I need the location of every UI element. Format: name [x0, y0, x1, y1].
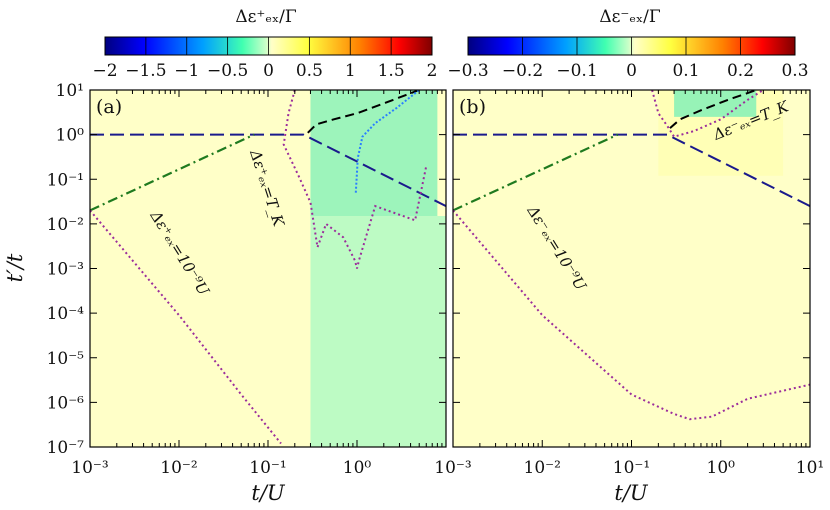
x-tick-label: 10⁻³	[434, 458, 471, 478]
y-tick-label: 10⁻¹	[47, 170, 84, 190]
colorbar-tick-label: −1.5	[125, 61, 166, 81]
panel-a: 10⁻³ 10⁻² 10⁻¹ 10⁰ 10¹ 10⁰ 10⁻¹ 10⁻² 10⁻³ 10⁻⁴ 10⁻…	[47, 81, 447, 478]
panel-b-heatmap	[658, 90, 784, 176]
colorbar-b-ticks: −0.3 −0.2 −0.1 0 0.1 0.2 0.3	[447, 37, 809, 81]
x-tick-label: 10⁻²	[524, 458, 561, 478]
colorbar-a-ticks: −2 −1.5 −1 −0.5 0 0.5 1 1.5 2	[92, 37, 437, 81]
x-tick-label: 10⁻¹	[249, 458, 286, 478]
x-tick-label: 10⁰	[343, 458, 372, 478]
heatmap-region-green-cap	[674, 90, 757, 117]
colorbar-tick-label: 0	[263, 61, 274, 81]
y-tick-label: 10⁻³	[47, 260, 84, 280]
colorbar-tick-label: −2	[92, 61, 117, 81]
panel-a-heatmap	[310, 90, 446, 447]
heatmap-region-green-wedge	[310, 90, 438, 217]
heatmap-region-green-sheet	[310, 216, 446, 447]
x-tick-label: 10⁻¹	[613, 458, 650, 478]
colorbar-tick-label: −1	[174, 61, 199, 81]
colorbar-tick-label: 0.5	[296, 61, 323, 81]
curve-magenta-dotted-3	[282, 90, 428, 269]
curve-blue-dotted-5	[354, 90, 420, 193]
colorbar-tick-label: 0.1	[672, 61, 699, 81]
y-tick-label: 10⁰	[56, 126, 85, 146]
x-tick-label: 10⁻³	[71, 458, 108, 478]
colorbar-a-title: Δε⁺ₑₓ/Γ	[235, 7, 297, 27]
panel-a-curves	[90, 90, 446, 445]
y-tick-label: 10⁻⁶	[47, 393, 85, 413]
curve-blue-dashed-0	[453, 133, 810, 207]
colorbar-tick-label: −0.2	[502, 61, 543, 81]
curve-blue-dashed-0	[90, 133, 446, 207]
colorbar-b: Δε⁻ₑₓ/Γ −0.3 −0.2 −0.1 0 0.1 0.2 0.3	[447, 7, 808, 81]
curve-black-dashed-4	[669, 90, 757, 129]
panel-b-xlabel: t/U	[614, 481, 649, 505]
y-tick-label: 10⁻⁴	[47, 304, 85, 324]
x-tick-label: 10⁰	[707, 458, 736, 478]
x-tick-label: 10¹	[796, 458, 824, 478]
panel-a-ticks: 10⁻³ 10⁻² 10⁻¹ 10⁰ 10¹ 10⁰ 10⁻¹ 10⁻² 10⁻³ 10⁻⁴ 10⁻…	[47, 81, 447, 478]
panel-b-curves	[453, 90, 810, 421]
panel-a-label: (a)	[96, 96, 122, 118]
y-tick-label: 10¹	[56, 81, 84, 101]
colorbar-tick-label: −0.5	[207, 61, 248, 81]
y-tick-label: 10⁻⁷	[47, 438, 85, 458]
colorbar-tick-label: −0.3	[447, 61, 488, 81]
panel-a-xlabel: t/U	[251, 481, 286, 505]
colorbar-a: Δε⁺ₑₓ/Γ −2 −1.5 −1 −0.5 0 0.5 1 1.5 2	[92, 7, 437, 81]
colorbar-tick-label: 1	[345, 61, 356, 81]
panel-b-label: (b)	[459, 96, 486, 118]
y-tick-label: 10⁻⁵	[47, 349, 85, 369]
panel-a-ylabel: t′/t	[3, 253, 27, 282]
panel-b-ticks: 10⁻³ 10⁻² 10⁻¹ 10⁰ 10¹	[434, 89, 824, 478]
colorbar-tick-label: 0	[626, 61, 637, 81]
panel-b: 10⁻³ 10⁻² 10⁻¹ 10⁰ 10¹ (b)	[434, 89, 824, 478]
y-tick-label: 10⁻²	[47, 215, 84, 235]
x-tick-label: 10⁻²	[160, 458, 197, 478]
colorbar-tick-label: 1.5	[378, 61, 405, 81]
colorbar-tick-label: 0.2	[727, 61, 754, 81]
curve-magenta-dotted-2	[453, 209, 810, 421]
colorbar-tick-label: 2	[427, 61, 438, 81]
curve-black-dashed-4	[307, 90, 420, 134]
colorbar-tick-label: −0.1	[556, 61, 597, 81]
colorbar-tick-label: 0.3	[781, 61, 808, 81]
curve-magenta-dotted-3	[651, 90, 764, 138]
colorbar-b-title: Δε⁻ₑₓ/Γ	[599, 7, 661, 27]
